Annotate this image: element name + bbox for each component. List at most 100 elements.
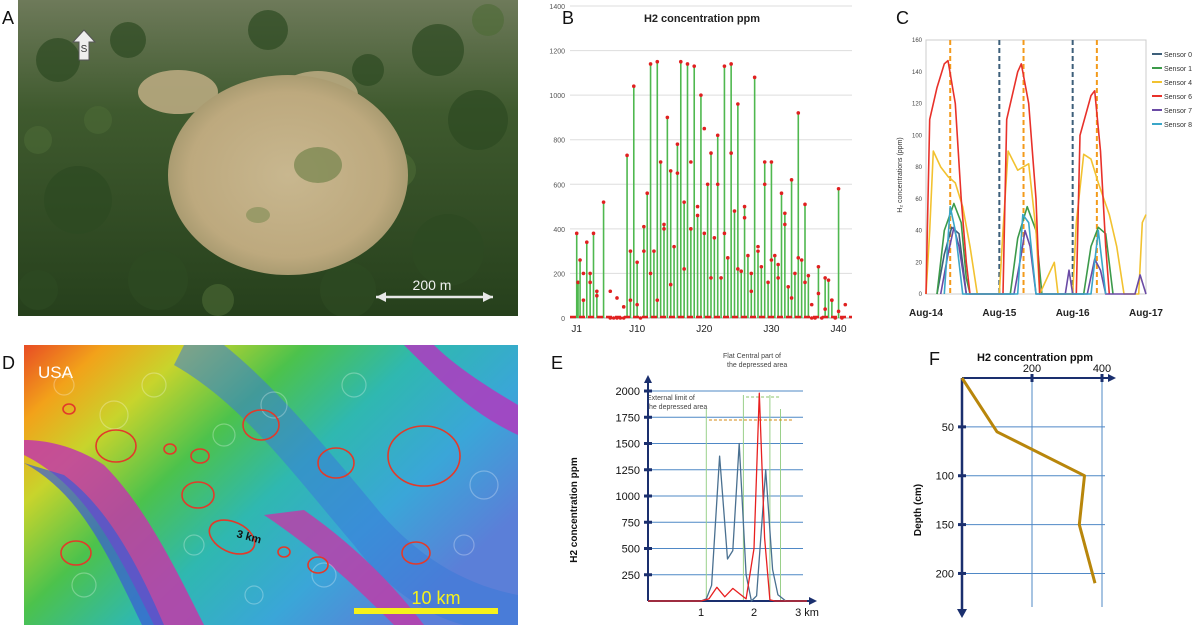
chart-b-xtick: J30: [763, 324, 780, 335]
chart-b-point: [843, 302, 848, 307]
chart-b-point: [588, 271, 592, 276]
chart-e-ytick: 2000: [616, 386, 640, 398]
chart-c-ytick: 160: [912, 38, 923, 44]
chart-b-ytick: 0: [561, 316, 565, 323]
north-arrow-label: S: [81, 44, 88, 55]
chart-f-yaxis-arrow: [957, 609, 967, 618]
chart-e-yaxis-arrow: [644, 375, 652, 383]
scale-bar-d: 10 km: [354, 588, 498, 614]
chart-b-point: [689, 227, 693, 231]
chart-b-ytick: 1200: [549, 49, 565, 56]
chart-b-point: [682, 267, 686, 271]
chart-b-point: [746, 253, 750, 258]
region-label: USA: [38, 363, 74, 382]
chart-b-point: [595, 293, 599, 298]
chart-f-xtick: 400: [1093, 363, 1111, 375]
chart-b-point: [655, 298, 660, 302]
chart-f-ytick: 100: [936, 471, 954, 483]
chart-e-ytick: 750: [622, 517, 640, 529]
chart-f-ytick: 150: [936, 520, 954, 532]
chart-b-point: [739, 269, 744, 274]
chart-b-point: [793, 271, 797, 276]
chart-b-point: [816, 291, 821, 296]
chart-b-ytick: 1400: [549, 4, 565, 11]
scale-label-d: 10 km: [411, 588, 460, 608]
chart-b-point: [749, 289, 754, 294]
chart-b-point: [595, 289, 599, 294]
chart-b-point: [776, 262, 780, 267]
chart-e-annot-4: the depressed area: [647, 404, 707, 411]
chart-b-point: [675, 171, 680, 175]
chart-b-point: [789, 178, 794, 182]
chart-b-title: H2 concentration ppm: [644, 13, 760, 25]
chart-b-xtick: J40: [831, 324, 848, 335]
chart-b-point: [628, 298, 633, 302]
chart-e-xtick: 3 km: [795, 607, 819, 619]
chart-c-xtick: Aug-17: [1129, 308, 1163, 319]
chart-c-series-line: [925, 59, 1111, 295]
chart-b-point: [809, 316, 814, 320]
chart-b-point: [826, 278, 831, 282]
chart-c-ytick: 140: [912, 70, 923, 76]
chart-b-point: [608, 289, 613, 294]
chart-b-point: [715, 133, 720, 138]
chart-b-point: [682, 200, 686, 204]
chart-b-point: [652, 249, 656, 253]
panel-label-a: A: [2, 8, 15, 28]
chart-c-ytick: 60: [915, 197, 922, 203]
chart-b-point: [729, 151, 733, 155]
chart-b-point: [591, 231, 596, 236]
chart-b-point: [695, 213, 700, 218]
chart-b-point: [668, 282, 673, 287]
chart-b-point: [803, 280, 807, 285]
chart-b-point: [769, 160, 774, 164]
north-arrow-icon: S: [71, 29, 97, 61]
chart-f-ylabel: Depth (cm): [913, 484, 924, 536]
chart-b-point: [772, 253, 777, 258]
chart-b-point: [729, 62, 733, 66]
chart-b: H2 concentration ppm 0 200 400 600 800 1000 12…: [549, 4, 852, 335]
chart-e-ytick: 500: [622, 544, 640, 556]
chart-e-ylabel: H2 concentration ppm: [569, 457, 580, 563]
chart-b-point: [799, 258, 804, 262]
chart-b-point: [752, 75, 757, 80]
chart-b-point: [576, 280, 580, 285]
chart-c-ytick: 20: [915, 260, 922, 266]
chart-b-point: [581, 298, 586, 302]
chart-e-ytick: 250: [622, 570, 640, 582]
chart-c-xtick: Aug-14: [909, 308, 943, 319]
chart-e-series-line: [648, 392, 807, 602]
chart-b-point: [803, 202, 807, 207]
chart-b-xtick: J1: [571, 324, 582, 335]
chart-c-xtick: Aug-16: [1056, 308, 1090, 319]
chart-b-point: [584, 240, 589, 245]
chart-e-ytick: 1500: [616, 439, 640, 451]
chart-b-point: [786, 285, 791, 289]
chart-b-point: [719, 276, 723, 280]
chart-b-point: [635, 302, 639, 307]
chart-c: H₂ concentrations (ppm) 0 20 40 60 80 100 120 1…: [897, 38, 1192, 319]
chart-f-title: H2 concentration ppm: [977, 352, 1093, 364]
chart-b-point: [601, 200, 606, 204]
panel-d: D: [0, 345, 520, 627]
panel-label-f: F: [929, 349, 940, 369]
panel-label-c: C: [896, 8, 909, 28]
chart-b-point: [722, 231, 727, 236]
chart-b-point: [672, 244, 676, 249]
panel-label-b: B: [562, 8, 575, 28]
chart-b-ytick: 800: [553, 138, 565, 145]
chart-b-point: [796, 111, 801, 115]
chart-b-point: [736, 267, 740, 271]
chart-b-point: [581, 271, 586, 276]
chart-b-point: [715, 182, 720, 187]
depression-ellipses: [60, 403, 461, 574]
chart-b-point: [588, 280, 592, 285]
chart-b-point: [709, 276, 713, 280]
panel-f: F H2 concentration ppm Depth (cm) 50 100 1…: [905, 345, 1200, 627]
chart-b-point: [695, 204, 700, 209]
chart-b-point: [685, 62, 690, 66]
chart-b-point: [776, 276, 780, 280]
chart-c-ytick: 40: [915, 229, 922, 235]
chart-b-point: [658, 160, 663, 164]
scale-bar-a: 200 m: [376, 277, 493, 302]
